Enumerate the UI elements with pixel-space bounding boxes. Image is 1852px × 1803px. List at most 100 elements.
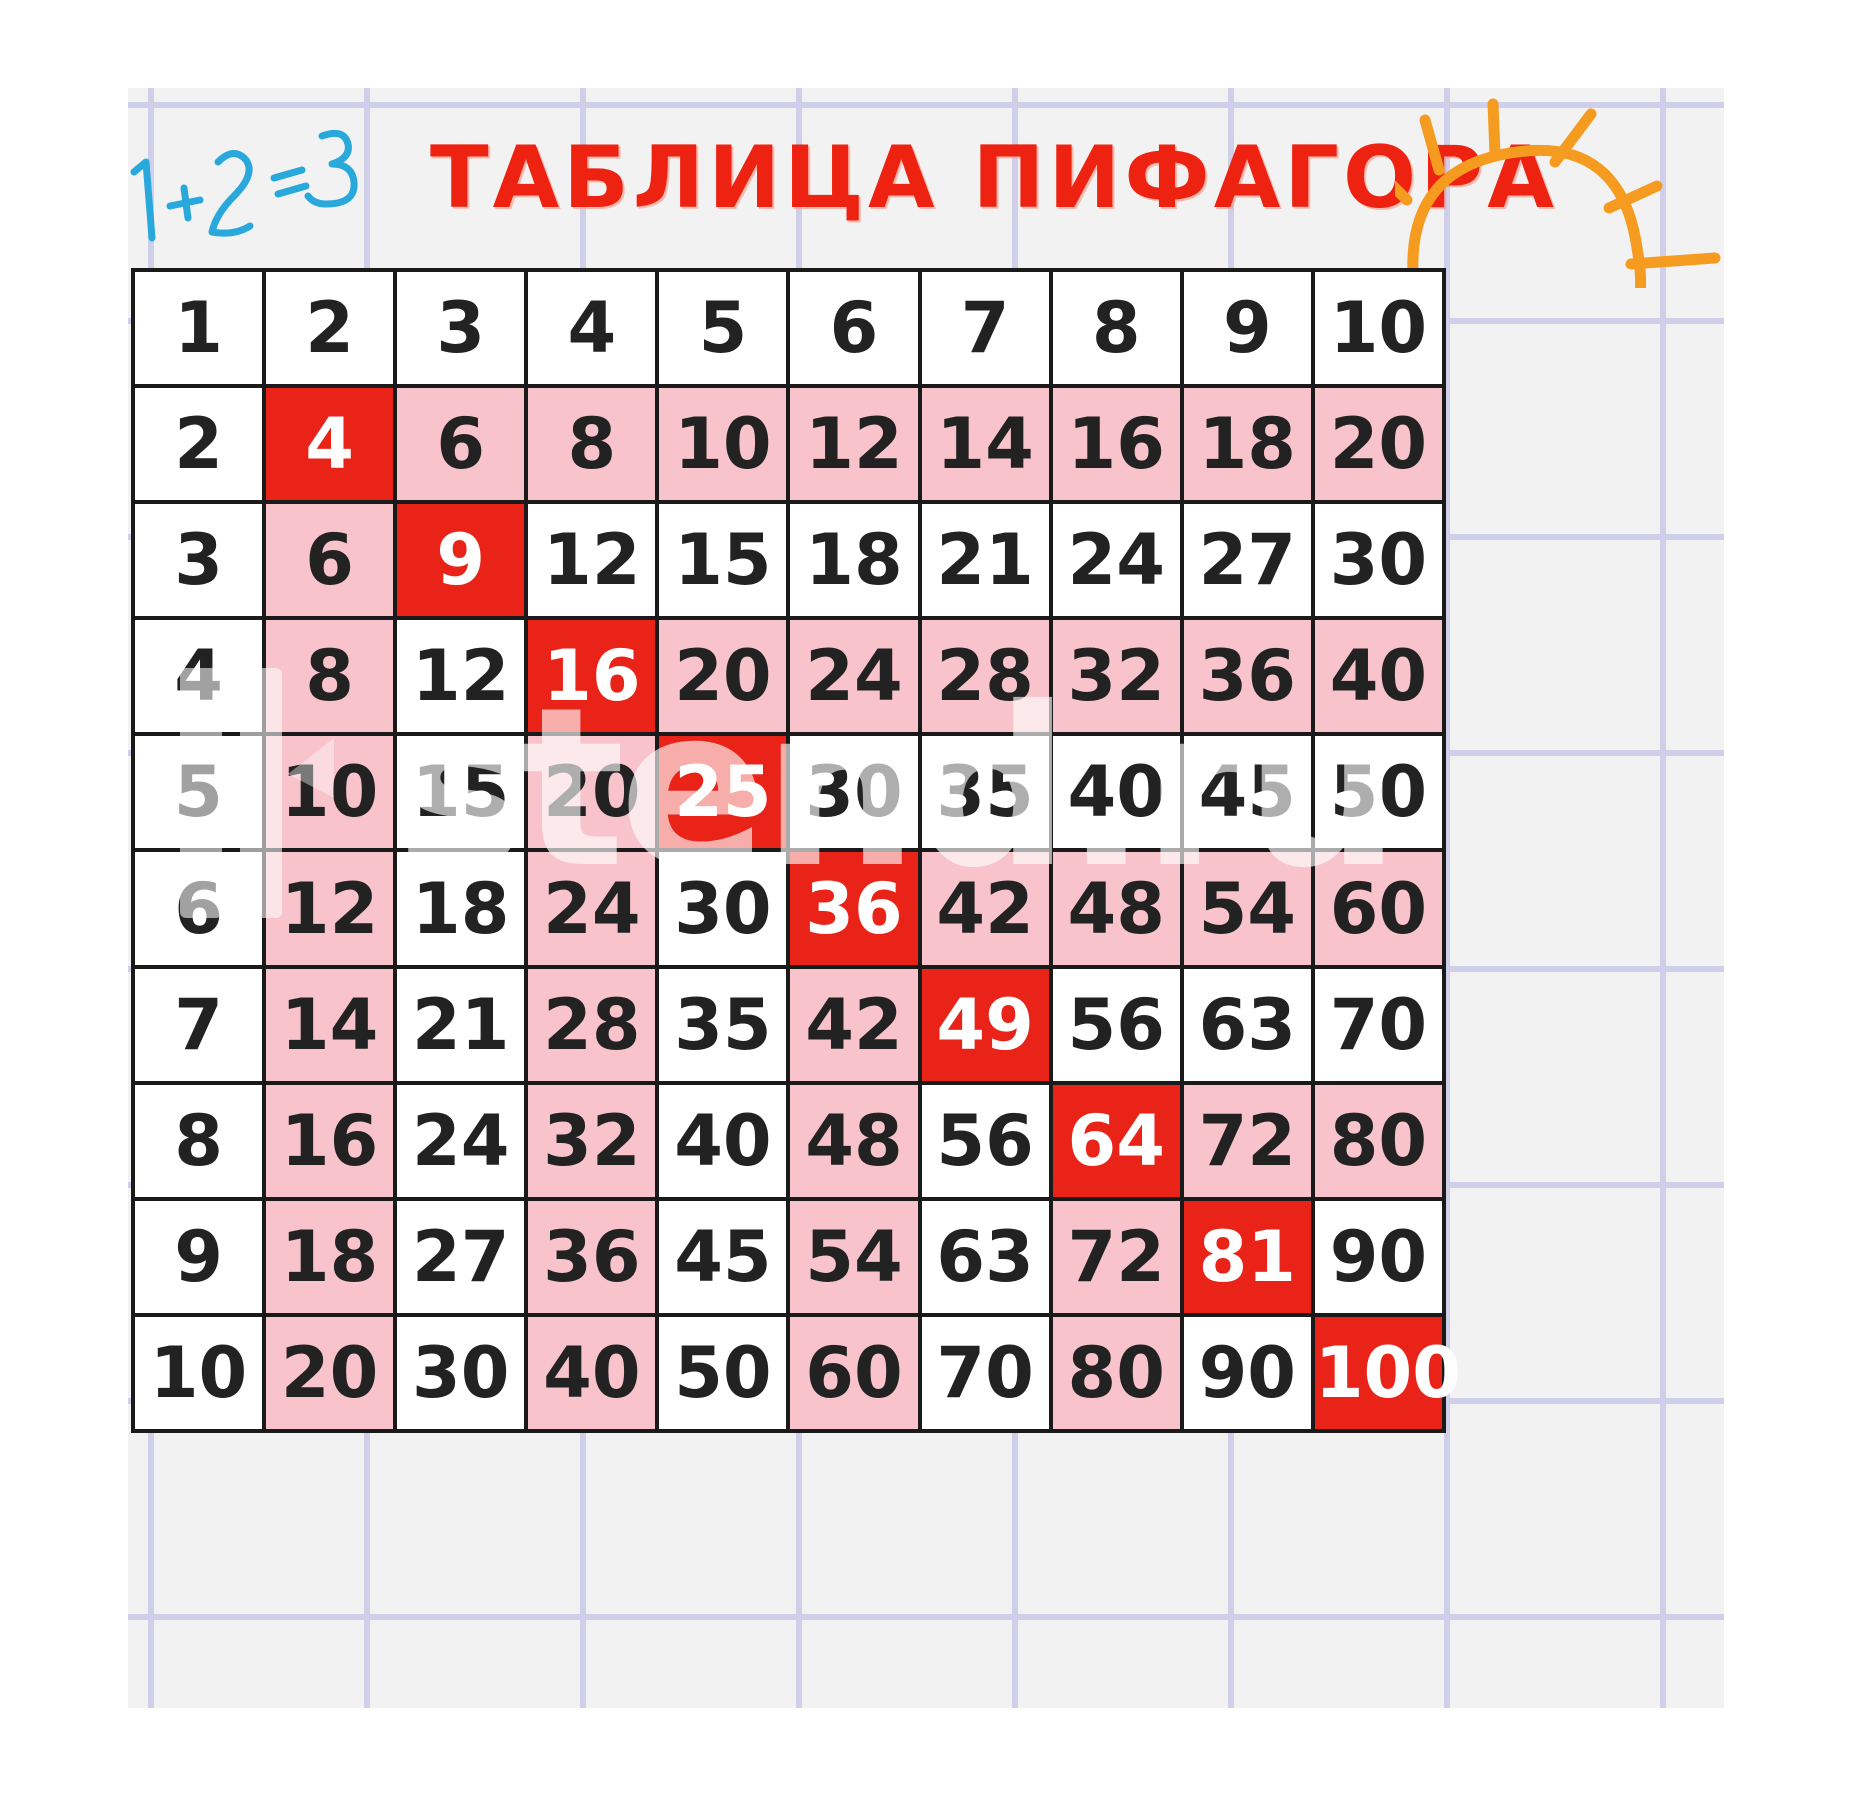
table-cell: 14	[262, 964, 398, 1085]
table-cell: 80	[1310, 1080, 1447, 1201]
table-cell: 56	[1048, 964, 1184, 1085]
table-cell: 24	[786, 616, 922, 737]
table-cell: 4	[524, 267, 660, 389]
table-cell: 32	[1048, 616, 1184, 737]
table-cell: 70	[1310, 964, 1447, 1085]
table-cell: 70	[917, 1312, 1053, 1434]
table-cell: 49	[917, 964, 1053, 1085]
table-cell: 28	[524, 964, 660, 1085]
table-cell: 12	[393, 616, 529, 737]
table-cell: 9	[1179, 267, 1315, 389]
table-cell: 72	[1179, 1080, 1315, 1201]
table-cell: 36	[786, 848, 922, 969]
table-cell: 30	[655, 848, 791, 969]
table-cell: 16	[524, 616, 660, 737]
table-cell: 10	[262, 732, 398, 853]
table-cell: 16	[262, 1080, 398, 1201]
table-cell: 9	[130, 1196, 267, 1317]
table-cell: 6	[130, 848, 267, 969]
table-cell: 63	[1179, 964, 1315, 1085]
table-cell: 24	[393, 1080, 529, 1201]
table-cell: 1	[130, 267, 267, 389]
table-cell: 21	[393, 964, 529, 1085]
table-cell: 4	[130, 616, 267, 737]
table-cell: 24	[524, 848, 660, 969]
table-cell: 80	[1048, 1312, 1184, 1434]
table-cell: 14	[917, 384, 1053, 505]
table-cell: 20	[655, 616, 791, 737]
table-cell: 25	[655, 732, 791, 853]
table-cell: 6	[393, 384, 529, 505]
page-title: ТАБЛИЦА ПИФАГОРА	[430, 128, 1558, 228]
table-cell: 36	[1179, 616, 1315, 737]
table-cell: 72	[1048, 1196, 1184, 1317]
pythagoras-table: 1 2 3 4 5 6 7 8 9 10 2 4 6 8 10 12 14 16 18 20 3 6 9 12 15 18 21 24…	[130, 267, 1461, 1434]
table-cell: 60	[1310, 848, 1447, 969]
table-cell: 10	[1310, 267, 1447, 389]
table-cell: 50	[655, 1312, 791, 1434]
table-cell: 10	[655, 384, 791, 505]
table-cell: 30	[786, 732, 922, 853]
table-cell: 12	[524, 500, 660, 621]
multiplication-table-container: 1 2 3 4 5 6 7 8 9 10 2 4 6 8 10 12 14 16 18 20 3 6 9 12 15 18 21 24…	[130, 267, 1461, 1434]
table-cell: 5	[130, 732, 267, 853]
table-row: 7 14 21 28 35 42 49 56 63 70	[130, 964, 1447, 1085]
table-cell: 6	[786, 267, 922, 389]
table-cell: 64	[1048, 1080, 1184, 1201]
table-row: 10 20 30 40 50 60 70 80 90 100	[130, 1312, 1461, 1434]
table-cell: 16	[1048, 384, 1184, 505]
table-row: 5 10 15 20 25 30 35 40 45 50	[130, 732, 1447, 853]
table-cell: 9	[393, 500, 529, 621]
table-cell: 45	[655, 1196, 791, 1317]
table-cell: 40	[1310, 616, 1447, 737]
table-cell: 5	[655, 267, 791, 389]
table-cell: 32	[524, 1080, 660, 1201]
table-cell: 60	[786, 1312, 922, 1434]
table-cell: 7	[917, 267, 1053, 389]
table-cell: 35	[655, 964, 791, 1085]
table-cell: 54	[1179, 848, 1315, 969]
table-row: 2 4 6 8 10 12 14 16 18 20	[130, 384, 1447, 505]
table-cell: 36	[524, 1196, 660, 1317]
table-cell: 27	[393, 1196, 529, 1317]
table-cell: 50	[1310, 732, 1447, 853]
table-row: 6 12 18 24 30 36 42 48 54 60	[130, 848, 1447, 969]
table-cell: 30	[1310, 500, 1447, 621]
table-cell: 4	[262, 384, 398, 505]
table-cell: 2	[130, 384, 267, 505]
table-cell: 20	[524, 732, 660, 853]
table-cell: 8	[1048, 267, 1184, 389]
table-cell: 18	[1179, 384, 1315, 505]
table-cell: 90	[1310, 1196, 1447, 1317]
table-cell: 18	[786, 500, 922, 621]
table-row: 1 2 3 4 5 6 7 8 9 10	[130, 267, 1447, 389]
table-cell: 24	[1048, 500, 1184, 621]
table-cell: 7	[130, 964, 267, 1085]
table-cell: 30	[393, 1312, 529, 1434]
poster-header: ТАБЛИЦА ПИФАГОРА	[0, 0, 1852, 288]
table-cell: 8	[262, 616, 398, 737]
table-cell: 81	[1179, 1196, 1315, 1317]
table-cell: 42	[917, 848, 1053, 969]
table-cell: 6	[262, 500, 398, 621]
table-cell: 3	[393, 267, 529, 389]
table-cell: 40	[655, 1080, 791, 1201]
table-cell: 20	[1310, 384, 1447, 505]
table-body: 1 2 3 4 5 6 7 8 9 10 2 4 6 8 10 12 14 16 18 20 3 6 9 12 15 18 21 24…	[130, 267, 1461, 1434]
table-cell: 8	[524, 384, 660, 505]
table-cell: 15	[393, 732, 529, 853]
table-cell: 54	[786, 1196, 922, 1317]
table-cell: 8	[130, 1080, 267, 1201]
table-cell: 40	[1048, 732, 1184, 853]
table-cell: 48	[1048, 848, 1184, 969]
table-cell: 18	[393, 848, 529, 969]
table-cell: 90	[1179, 1312, 1315, 1434]
table-cell: 18	[262, 1196, 398, 1317]
table-cell: 35	[917, 732, 1053, 853]
sun-icon	[1395, 98, 1721, 288]
table-cell: 3	[130, 500, 267, 621]
table-cell: 40	[524, 1312, 660, 1434]
table-cell: 20	[262, 1312, 398, 1434]
handwritten-equation-icon	[130, 129, 358, 242]
table-cell: 63	[917, 1196, 1053, 1317]
